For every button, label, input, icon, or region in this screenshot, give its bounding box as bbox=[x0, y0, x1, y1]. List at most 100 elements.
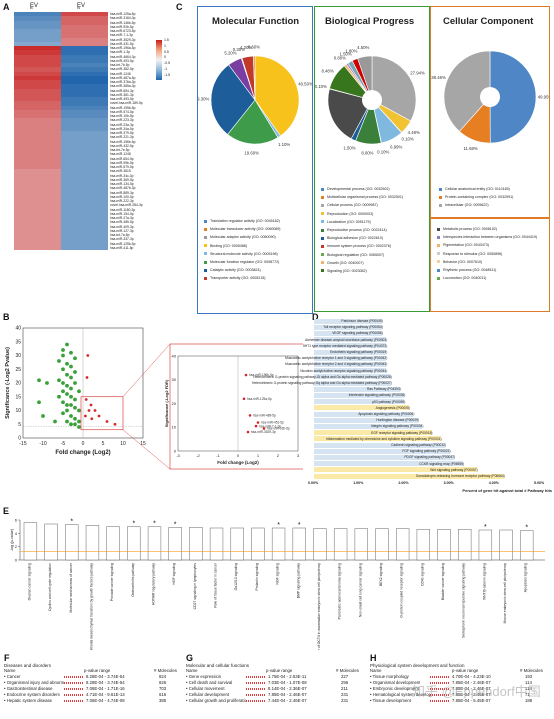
heatmap-row-label: hsa-miR-381-3p bbox=[110, 92, 134, 97]
fgh-row-range: 7.85E-04 - 2.46E-07 bbox=[452, 692, 491, 697]
pathway-row: Heterotrimeric G-protein signaling pathw… bbox=[252, 380, 540, 386]
volcano-x-tick: 15 bbox=[140, 441, 146, 447]
e-bar-label: Non-small cell lung cancer signaling bbox=[358, 563, 362, 617]
legend-text: Signaling (GO: 0023052) bbox=[327, 268, 367, 273]
volcano-y-tick: 25 bbox=[15, 367, 21, 373]
fgh-row-name: • Organismal development bbox=[370, 680, 421, 685]
fgh-row: • Cellular movement 8.14E-04 - 2.36E-07 21… bbox=[186, 686, 364, 692]
pie-slice-label: 1.50% bbox=[339, 52, 351, 57]
fgh-row: • Hematological system development and f… bbox=[370, 692, 550, 698]
pathway-bar bbox=[314, 442, 446, 448]
inset-point-label: hsa-miR-92b-5p bbox=[267, 427, 290, 431]
heatmap-row bbox=[14, 203, 108, 208]
heatmap-row-label: hsa-miR-1180-3p bbox=[110, 207, 136, 212]
legend-swatch bbox=[437, 227, 440, 231]
pathway-label: Heterotrimeric G-protein signaling pathw… bbox=[252, 381, 392, 385]
volcano-point-down bbox=[77, 389, 81, 394]
pie-slice-label: 8.48% bbox=[321, 69, 333, 74]
fgh-row-molecules: 71 bbox=[525, 692, 530, 697]
heatmap-row bbox=[14, 207, 108, 212]
heatmap-row bbox=[14, 33, 108, 38]
heatmap-row-label: hsa-miR-365a-3p bbox=[110, 84, 136, 89]
pathway-x-tick: 4.00% bbox=[488, 481, 499, 486]
heatmap-cell bbox=[61, 24, 108, 29]
pathway-row: Ras Pathway (P04393) bbox=[314, 386, 540, 392]
heatmap-cell bbox=[61, 75, 108, 80]
fgh-row-name: • Hepatic system disease bbox=[4, 698, 53, 703]
heatmap-row-label: hsa-miR-127-3p bbox=[110, 228, 134, 233]
pie-slice-label: 5.20% bbox=[224, 50, 236, 55]
pathway-row: Apoptosis signaling pathway (P00006) bbox=[314, 411, 540, 417]
heatmap-row bbox=[14, 58, 108, 63]
e-bar-label: Prostate cancer signaling bbox=[110, 563, 114, 601]
fgh-row-range: 7.06E-04 - 4.74E-08 bbox=[86, 698, 125, 703]
heatmap-row bbox=[14, 211, 108, 216]
e-bar bbox=[168, 527, 182, 561]
legend-text: Behavior (GO: 0007610) bbox=[443, 259, 483, 264]
volcano-x-tick: -5 bbox=[61, 441, 66, 447]
pathway-label: Endothelin signaling pathway (P00019) bbox=[330, 350, 388, 354]
fgh-row-molecules: 826 bbox=[159, 680, 167, 685]
volcano-point-down bbox=[69, 386, 73, 391]
e-bar-star: * bbox=[277, 522, 280, 529]
volcano-y-tick: 5 bbox=[18, 422, 21, 428]
e-bar-label: Role of tissue factor in cancer bbox=[214, 562, 218, 608]
heatmap-row bbox=[14, 37, 108, 42]
heatmap-cell bbox=[61, 228, 108, 233]
legend-text: Transporter activity (GO: 0005215) bbox=[210, 276, 266, 281]
heatmap-row-label: hsa-miR-6723-5p bbox=[110, 29, 136, 33]
cc-title: Cellular Component bbox=[443, 16, 534, 27]
legend-item: Developmental process (GO: 0032502) bbox=[321, 185, 403, 193]
legend-text: Developmental process (GO: 0032502) bbox=[327, 187, 390, 192]
fgh-row-name: • Cellular movement bbox=[186, 686, 225, 691]
volcano-x-tick: 10 bbox=[120, 441, 126, 447]
heatmap-cell bbox=[61, 173, 108, 178]
panel-f-letter: F bbox=[4, 653, 10, 663]
heatmap-cell bbox=[14, 126, 61, 131]
volcano-point-down bbox=[77, 425, 81, 429]
volcano-point-down bbox=[61, 400, 65, 405]
volcano-zoom-box bbox=[80, 396, 124, 431]
heatmap-row-label: hsa-miR-889-3p bbox=[110, 190, 134, 195]
heatmap-cell bbox=[14, 199, 61, 204]
pathway-bar bbox=[314, 368, 387, 374]
pathway-x-tick: 2.00% bbox=[398, 481, 409, 486]
fgh-row-range: 8.14E-04 - 2.36E-07 bbox=[268, 686, 307, 691]
heatmap-row bbox=[14, 101, 108, 106]
pathway-label: Inflammation mediated by chemokine and c… bbox=[325, 436, 442, 441]
heatmap-row-label: hsa-let-7b-5p bbox=[110, 63, 130, 67]
legend-swatch bbox=[439, 187, 442, 191]
heatmap-row-label: hsa-miR-223-3p bbox=[110, 118, 134, 123]
legend-text: Biological regulation (GO: 0065007) bbox=[327, 252, 385, 257]
fgh-row: • Hepatic system disease 7.06E-04 - 4.74E… bbox=[4, 698, 180, 704]
pie-slice bbox=[443, 50, 491, 132]
heatmap-cell bbox=[61, 199, 108, 204]
legend-text: Cellular process (GO: 0009987) bbox=[327, 203, 378, 208]
pathway-x-tick: 3.00% bbox=[443, 481, 454, 486]
pathway-bar bbox=[314, 324, 382, 330]
e-bar-star: * bbox=[484, 524, 487, 531]
volcano-point-down bbox=[73, 370, 77, 374]
heatmap-cell bbox=[14, 101, 61, 106]
legend-swatch bbox=[321, 212, 324, 216]
fgh-row-name: • Embryonic development bbox=[370, 686, 419, 691]
fgh-row: • Organismal development 7.85E-04 - 2.46E… bbox=[370, 680, 550, 686]
heatmap-row-label: hsa-miR-34a-5p bbox=[110, 126, 134, 131]
e-bar-label: Pancreatic adenocarcinoma signaling bbox=[338, 563, 342, 619]
inset-y-tick: 40 bbox=[172, 353, 177, 358]
heatmap-cell bbox=[61, 194, 108, 199]
heatmap-cell bbox=[61, 224, 108, 229]
e-bar-label: BEX2 signaling bbox=[379, 563, 383, 586]
fgh-row-molecules: 114 bbox=[525, 680, 532, 685]
pathway-bar bbox=[314, 473, 504, 479]
heatmap-cell bbox=[61, 97, 108, 102]
heatmap-row-label: hsa-miR-1248 bbox=[110, 152, 131, 157]
inset-point bbox=[262, 427, 266, 430]
heatmap-cell bbox=[61, 54, 108, 59]
volcano-point-up bbox=[113, 422, 117, 426]
legend-item: Response to stimulus (GO: 0050896) bbox=[437, 250, 537, 258]
cellular-component-box: Cellular Component 49.95% 11.68% 38.46% Ce… bbox=[430, 6, 550, 218]
heatmap-cell bbox=[14, 156, 61, 161]
heatmap-cell bbox=[61, 92, 108, 97]
heatmap-cell bbox=[61, 245, 108, 250]
